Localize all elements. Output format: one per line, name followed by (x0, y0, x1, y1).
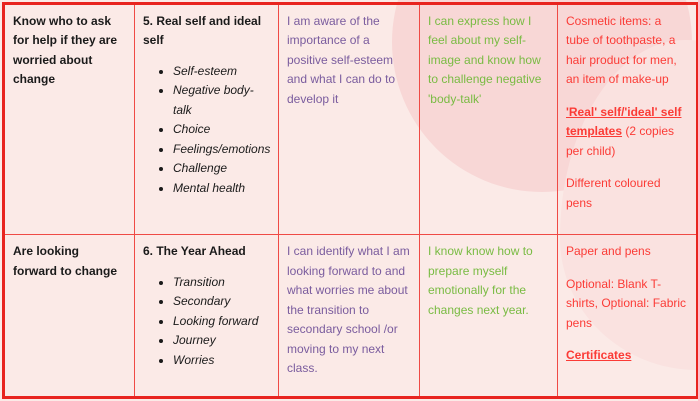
list-item: Worries (173, 351, 270, 370)
list-item: Challenge (173, 159, 270, 178)
row1-resources-emphasis-rest: (2 copies per child) (566, 124, 675, 158)
list-item: Journey (173, 331, 270, 350)
row1-topic-cell: 5. Real self and ideal self Self-esteem … (134, 2, 279, 236)
list-item: Choice (173, 120, 270, 139)
row2-resources-line-3: Certificates (566, 346, 688, 365)
list-item: Secondary (173, 292, 270, 311)
row1-resources-line-2: 'Real' self/'ideal' self templates (2 co… (566, 103, 688, 161)
row2-topic-bullet-list: Transition Secondary Looking forward Jou… (143, 273, 270, 370)
row2-skills-statement-cell: I know know how to prepare myself emotio… (419, 234, 558, 398)
row1-knowledge-statement-cell: I am aware of the importance of a positi… (278, 2, 420, 236)
row2-knowledge-statement-text: I can identify what I am looking forward… (287, 244, 410, 376)
row2-topic-cell: 6. The Year Ahead Transition Secondary L… (134, 234, 279, 398)
row2-resources-line-2: Optional: Blank T-shirts, Optional: Fabr… (566, 276, 687, 330)
list-item: Transition (173, 273, 270, 292)
row2-skills-statement-text: I know know how to prepare myself emotio… (428, 244, 533, 317)
table-row: Know who to ask for help if they are wor… (3, 2, 698, 236)
row1-resources-emphasis: 'Real' self/'ideal' self templates (566, 104, 682, 139)
list-item: Mental health (173, 179, 270, 198)
row1-topic-bullet-list: Self-esteem Negative body-talk Choice Fe… (143, 62, 270, 198)
row1-resources-cell: Cosmetic items: a tube of toothpaste, a … (557, 2, 698, 236)
row2-resources-line-1: Paper and pens (566, 244, 651, 259)
row1-resources-line-1: Cosmetic items: a tube of toothpaste, a … (566, 14, 677, 87)
row1-skills-statement-cell: I can express how I feel about my self-i… (419, 2, 558, 236)
row1-topic-title: 5. Real self and ideal self (143, 14, 262, 48)
row2-knowledge-statement-cell: I can identify what I am looking forward… (278, 234, 420, 398)
row2-resources-cell: Paper and pens Optional: Blank T-shirts,… (557, 234, 698, 398)
list-item: Self-esteem (173, 62, 270, 81)
row2-resources-emphasis: Certificates (566, 348, 632, 363)
list-item: Negative body-talk (173, 81, 270, 120)
row2-outcome-cell: Are looking forward to change (3, 234, 135, 398)
row2-outcome-text: Are looking forward to change (13, 244, 118, 278)
row2-topic-title: 6. The Year Ahead (143, 244, 246, 259)
row1-skills-statement-text: I can express how I feel about my self-i… (428, 14, 542, 106)
table-row: Are looking forward to change 6. The Yea… (3, 234, 698, 398)
row1-knowledge-statement-text: I am aware of the importance of a positi… (287, 14, 396, 106)
row1-resources-line-3: Different coloured pens (566, 176, 661, 210)
row1-outcome-cell: Know who to ask for help if they are wor… (3, 2, 135, 236)
row1-outcome-text: Know who to ask for help if they are wor… (13, 14, 118, 87)
list-item: Feelings/emotions (173, 140, 270, 159)
list-item: Looking forward (173, 312, 270, 331)
